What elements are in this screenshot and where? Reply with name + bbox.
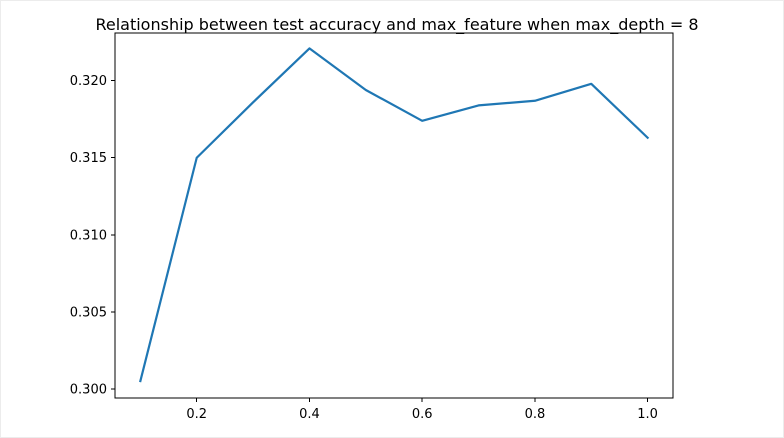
x-tick-label: 0.2 [186,407,207,422]
y-tick-label: 0.300 [70,382,107,397]
x-axis: 0.2 0.4 0.6 0.8 1.0 [186,398,658,422]
y-tick-label: 0.315 [70,151,107,166]
plot-frame [114,32,674,399]
x-tick-label: 0.8 [525,407,546,422]
series-layer [139,47,650,383]
y-tick-label: 0.320 [70,74,107,89]
y-tick-label: 0.305 [70,305,107,320]
chart-title: Relationship between test accuracy and m… [95,15,698,35]
y-tick-label: 0.310 [70,228,107,243]
x-tick-label: 0.6 [412,407,433,422]
x-tick-label: 1.0 [637,407,658,422]
y-axis: 0.300 0.305 0.310 0.315 0.320 [70,74,115,397]
x-tick-label: 0.4 [299,407,320,422]
series-line [139,47,650,383]
